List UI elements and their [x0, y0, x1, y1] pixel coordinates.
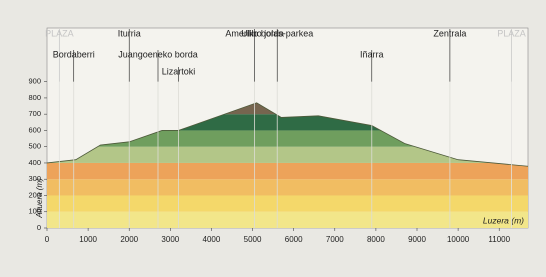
x-tick-label: 7000: [326, 235, 344, 244]
x-axis-label: Luzera (m): [483, 215, 524, 225]
place-label: PLAZA: [497, 28, 526, 38]
y-tick-label: 700: [28, 109, 41, 118]
place-label: PLAZA: [45, 28, 74, 38]
y-tick-label: 400: [28, 158, 41, 167]
place-label: Iturria: [118, 28, 141, 38]
x-tick-label: 11000: [488, 235, 510, 244]
place-label: Ulibo jolas-parkea: [241, 28, 313, 38]
y-tick-label: 200: [28, 190, 41, 199]
page: {"chart_data": { "type": "area", "x_labe…: [0, 0, 546, 272]
y-tick-label: 0: [37, 223, 41, 232]
x-tick-label: 4000: [203, 235, 221, 244]
y-tick-label: 800: [28, 93, 41, 102]
place-label: Iñarra: [360, 49, 384, 59]
x-tick-label: 5000: [244, 235, 262, 244]
elevation-band: [47, 212, 528, 228]
x-tick-label: 8000: [367, 235, 385, 244]
x-tick-label: 1000: [79, 235, 97, 244]
x-tick-label: 0: [45, 235, 50, 244]
place-label: Bordaberri: [53, 49, 95, 59]
x-tick-label: 10000: [447, 235, 470, 244]
elevation-band: [47, 179, 528, 195]
x-tick-label: 3000: [161, 235, 179, 244]
x-tick-label: 2000: [120, 235, 138, 244]
place-label: Zentrala: [433, 28, 466, 38]
elevation-band: [47, 195, 528, 211]
y-tick-label: 500: [28, 142, 41, 151]
y-tick-label: 100: [28, 207, 41, 216]
x-tick-label: 6000: [285, 235, 303, 244]
place-label: Lizartoki: [162, 66, 196, 76]
place-label: Juangoeneko borda: [118, 49, 198, 59]
x-tick-label: 9000: [408, 235, 426, 244]
y-tick-label: 600: [28, 125, 41, 134]
y-tick-label: 900: [28, 77, 41, 86]
y-tick-label: 300: [28, 174, 41, 183]
chart: Altuera (m) Luzera (m) PLAZABordaberriIt…: [0, 0, 546, 272]
elevation-band: [47, 163, 528, 179]
